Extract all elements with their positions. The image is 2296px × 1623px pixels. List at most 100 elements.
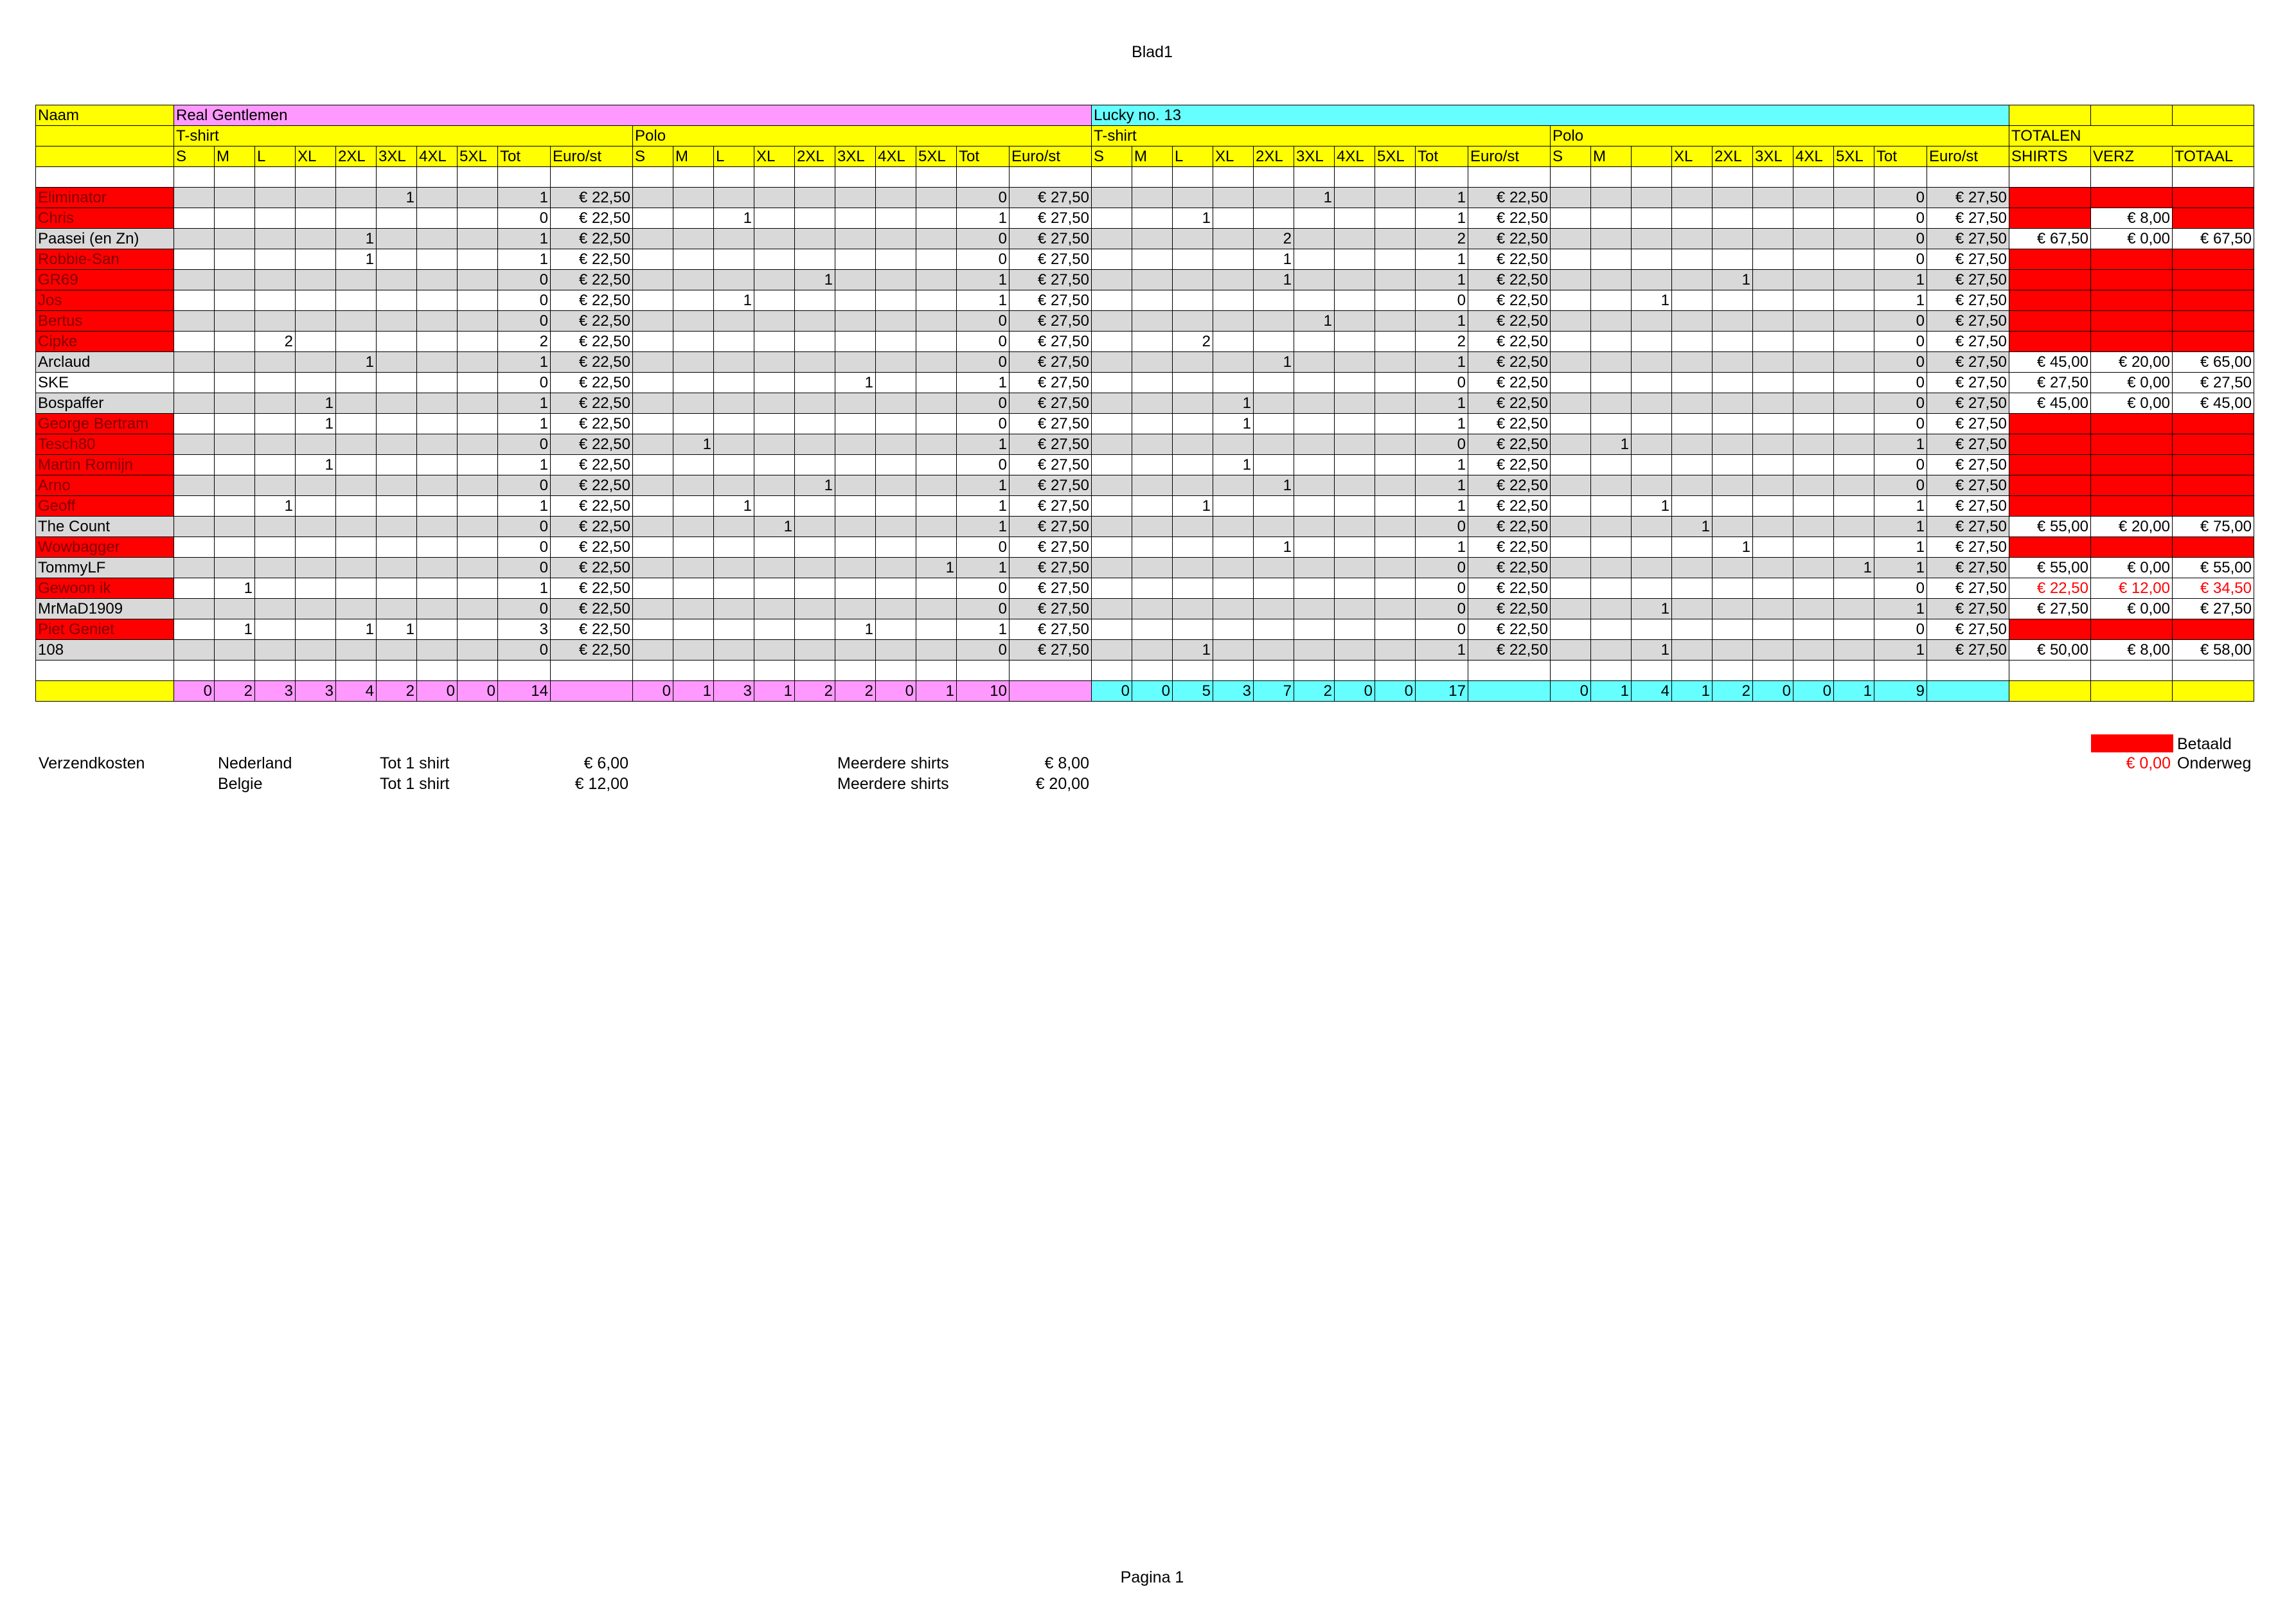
size-cell (1375, 516, 1416, 537)
cell (1874, 166, 1927, 188)
tot-cell: 0 (497, 557, 551, 578)
size-cell: 1 (1631, 290, 1672, 311)
size-cell (1091, 331, 1132, 352)
size-cell (713, 393, 754, 414)
size-cell (713, 537, 754, 558)
cell (457, 166, 498, 188)
size-cell (1712, 557, 1753, 578)
price-cell: € 22,50 (1468, 208, 1551, 229)
size-cell (673, 372, 714, 393)
cell (174, 660, 215, 681)
group-header: Polo (1550, 125, 2009, 146)
cell (376, 166, 417, 188)
tot-cell: 0 (956, 331, 1010, 352)
totals-cell (2090, 537, 2173, 558)
shipping-cell: Meerdere shirts (837, 775, 949, 793)
size-cell (254, 639, 296, 661)
sum-cell: 3 (295, 680, 336, 702)
group-header: T-shirt (174, 125, 633, 146)
size-cell (875, 413, 916, 434)
price-cell: € 27,50 (1927, 393, 2009, 414)
size-cell (1213, 557, 1254, 578)
size-cell (1132, 331, 1173, 352)
size-cell (916, 516, 957, 537)
price-header: Euro/st (550, 146, 633, 167)
totals-cell: € 45,00 (2009, 393, 2091, 414)
totals-cell (2090, 495, 2173, 517)
size-cell (214, 598, 255, 619)
size-cell (376, 557, 417, 578)
size-cell (673, 331, 714, 352)
size-cell: 1 (214, 578, 255, 599)
totals-cell (2090, 331, 2173, 352)
size-cell: 1 (376, 619, 417, 640)
totals-cell (2009, 249, 2091, 270)
size-cell (335, 578, 377, 599)
name-header: Naam (35, 105, 174, 126)
size-cell (416, 475, 458, 496)
size-cell (673, 578, 714, 599)
totals-cell (2172, 434, 2254, 455)
size-cell (875, 249, 916, 270)
tot-cell: 1 (497, 454, 551, 475)
totals-cell: € 20,00 (2090, 351, 2173, 373)
size-cell (1631, 537, 1672, 558)
totals-header: TOTALEN (2009, 125, 2254, 146)
size-cell (1671, 331, 1713, 352)
size-cell (174, 269, 215, 290)
totals-cell (2009, 454, 2091, 475)
size-cell (1132, 516, 1173, 537)
tot-cell: 0 (1874, 331, 1927, 352)
price-cell: € 22,50 (1468, 619, 1551, 640)
size-cell (1671, 619, 1713, 640)
size-cell (875, 475, 916, 496)
size-cell (1793, 331, 1834, 352)
price-cell: € 22,50 (550, 639, 633, 661)
price-cell: € 22,50 (550, 269, 633, 290)
size-cell (916, 269, 957, 290)
size-header: S (1091, 146, 1132, 167)
tot-cell: 0 (1874, 249, 1927, 270)
price-cell: € 22,50 (550, 187, 633, 208)
size-cell (254, 454, 296, 475)
size-cell (254, 557, 296, 578)
size-cell (416, 619, 458, 640)
totals-cell (2009, 290, 2091, 311)
size-cell (1631, 619, 1672, 640)
cell (1833, 166, 1874, 188)
name-cell: GR69 (35, 269, 174, 290)
size-cell (1833, 310, 1874, 332)
cell (1927, 680, 2009, 702)
size-cell: 1 (254, 495, 296, 517)
size-cell (1213, 475, 1254, 496)
size-cell (376, 475, 417, 496)
team-header: Real Gentlemen (174, 105, 1092, 126)
size-cell (457, 475, 498, 496)
totals-cell: € 12,00 (2090, 578, 2173, 599)
size-cell (1752, 187, 1793, 208)
price-header: Euro/st (1927, 146, 2009, 167)
size-cell (1091, 598, 1132, 619)
size-cell (1550, 537, 1591, 558)
size-cell (1334, 351, 1375, 373)
size-cell (1294, 331, 1335, 352)
size-header: M (1132, 146, 1173, 167)
totals-cell (2009, 208, 2091, 229)
size-cell (1712, 331, 1753, 352)
size-header (1631, 146, 1672, 167)
tot-cell: 0 (1874, 454, 1927, 475)
price-cell: € 27,50 (1927, 454, 2009, 475)
size-cell (1294, 351, 1335, 373)
size-cell (1294, 537, 1335, 558)
size-cell (1833, 475, 1874, 496)
tot-cell: 0 (956, 351, 1010, 373)
size-cell (1132, 393, 1173, 414)
group-header: Polo (632, 125, 1092, 146)
size-cell (295, 269, 336, 290)
size-cell (1590, 619, 1632, 640)
size-cell (1172, 228, 1213, 249)
size-cell (916, 537, 957, 558)
cell (632, 166, 673, 188)
data-row: Arclaud 1 1 € 22,50 0 € 27,50 1 1 € 22,50 0 € 27,5… (35, 351, 2254, 373)
size-cell (254, 619, 296, 640)
